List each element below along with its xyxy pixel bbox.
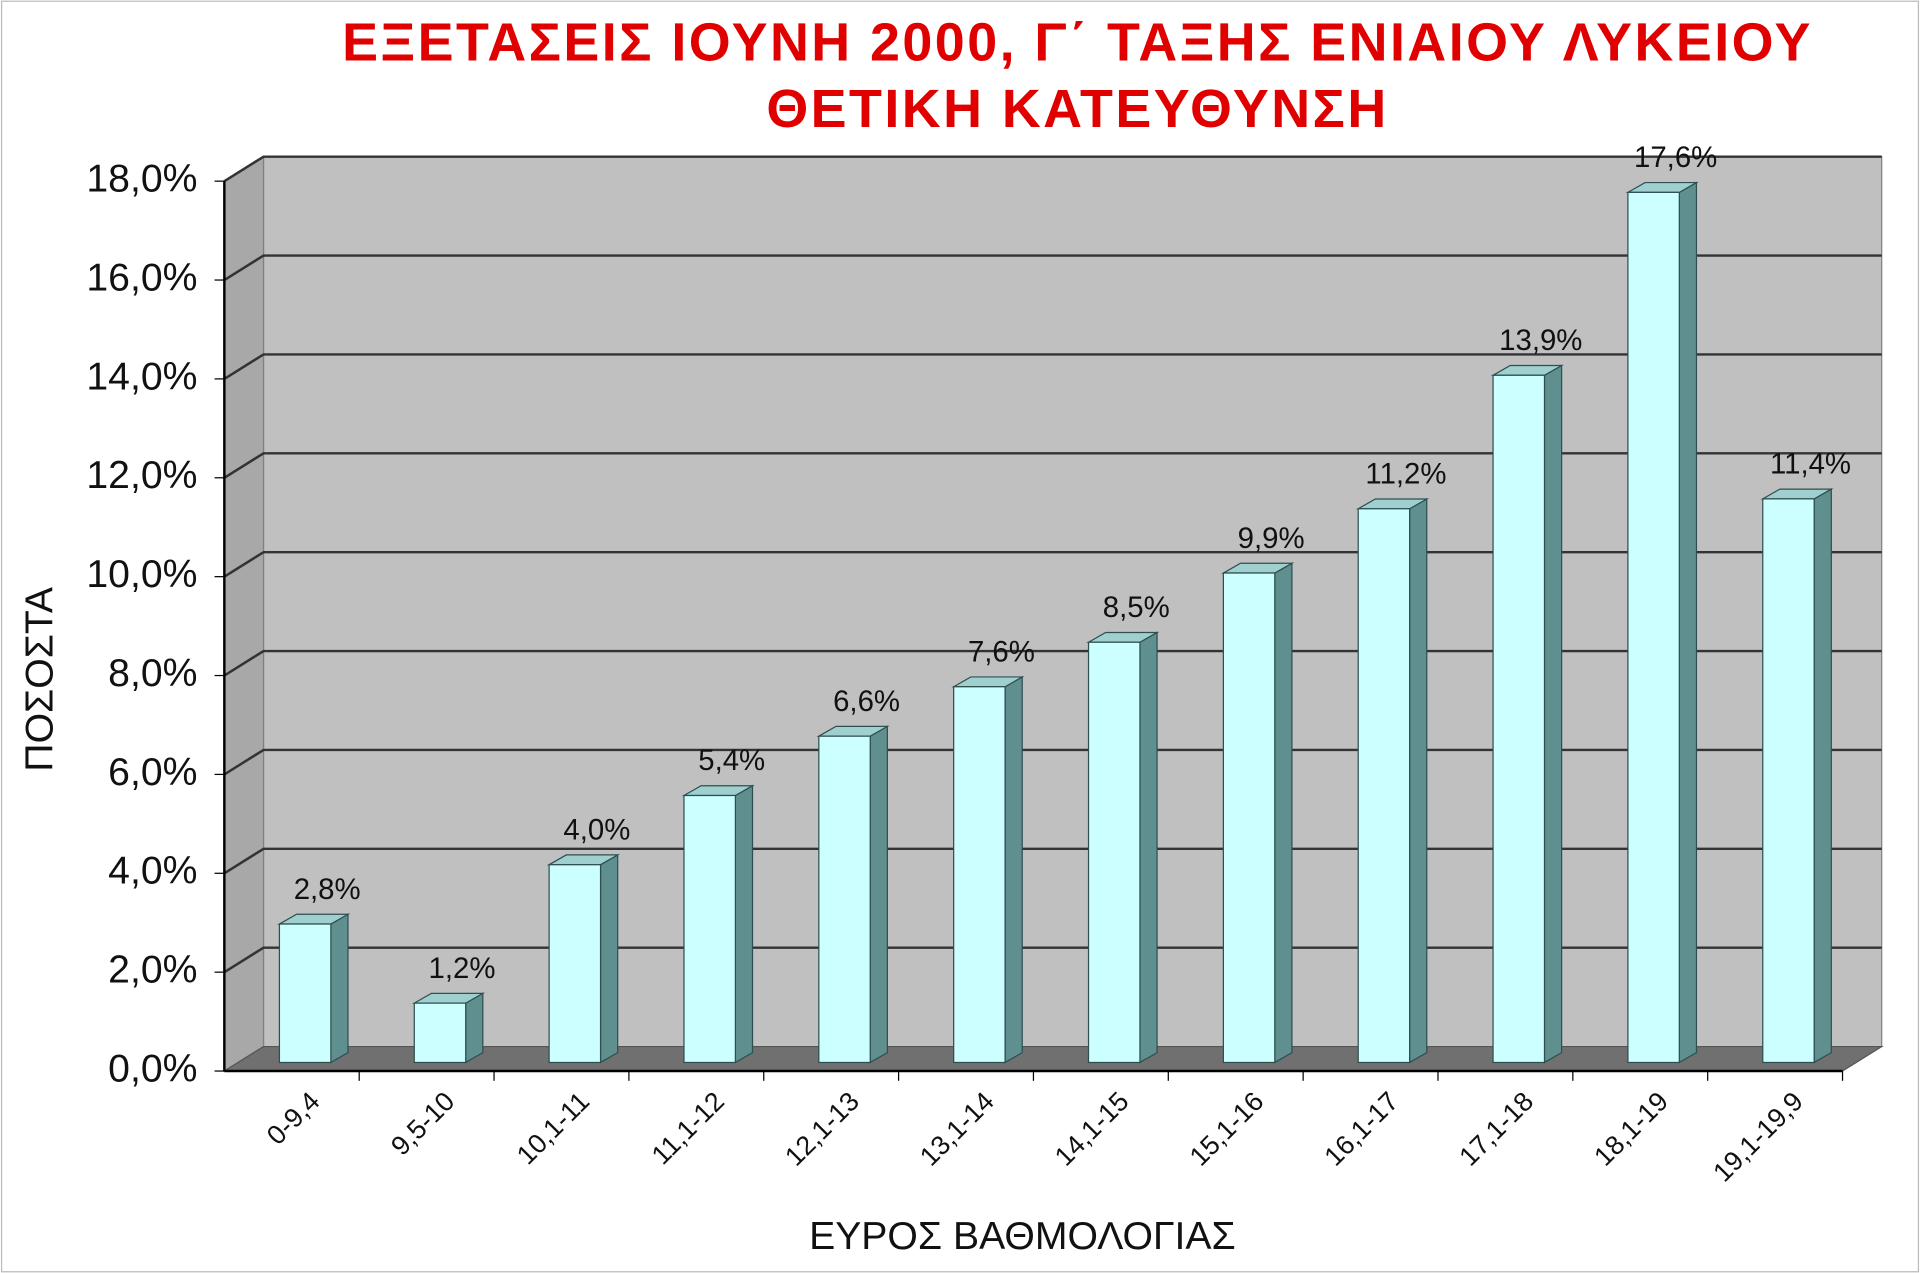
bar-side xyxy=(1004,675,1023,1064)
value-label: 1,2% xyxy=(429,952,496,985)
bar-side xyxy=(869,725,888,1064)
y-tick-label: 10,0% xyxy=(86,553,197,596)
grid-line xyxy=(223,847,1882,875)
value-label: 8,5% xyxy=(1103,591,1170,624)
value-label: 13,9% xyxy=(1499,324,1582,357)
bar-side xyxy=(734,784,754,1064)
y-tick-label: 16,0% xyxy=(86,256,197,299)
grid-line xyxy=(223,649,1882,677)
grid-line xyxy=(223,353,1882,380)
grid-line xyxy=(223,550,1882,578)
value-label: 5,4% xyxy=(698,744,765,777)
bar-side xyxy=(599,853,619,1064)
bar-side xyxy=(1543,364,1563,1064)
grid-line xyxy=(223,748,1882,776)
bar xyxy=(1357,508,1411,1064)
grid-line xyxy=(223,946,1882,974)
bar xyxy=(1492,374,1546,1064)
bar-side xyxy=(1409,497,1428,1064)
y-tick-label: 18,0% xyxy=(86,158,197,201)
bar-side xyxy=(1813,488,1832,1064)
bar xyxy=(1627,191,1680,1064)
value-label: 7,6% xyxy=(968,635,1035,668)
chart-subtitle: ΘΕΤΙΚΗ ΚΑΤΕΥΘΥΝΣΗ xyxy=(766,79,1388,139)
bar xyxy=(683,794,737,1064)
bar xyxy=(413,1002,467,1064)
x-axis-title: ΕΥΡΟΣ ΒΑΘΜΟΛΟΓΙΑΣ xyxy=(809,1215,1236,1258)
bar-side xyxy=(330,913,349,1064)
value-label: 9,9% xyxy=(1238,522,1305,555)
bar-side xyxy=(1274,562,1293,1064)
bar-side xyxy=(465,992,484,1064)
chart-title: ΕΞΕΤΑΣΕΙΣ ΙΟΥΝΗ 2000, Γ΄ ΤΑΞΗΣ ΕΝΙΑΙΟΥ Λ… xyxy=(342,13,1813,73)
value-label: 2,8% xyxy=(294,873,361,906)
grid-line xyxy=(223,452,1882,479)
value-label: 6,6% xyxy=(833,685,900,718)
bar xyxy=(548,864,602,1064)
bar xyxy=(818,735,871,1064)
y-tick-label: 2,0% xyxy=(108,949,197,992)
value-label: 4,0% xyxy=(563,813,630,846)
value-label: 11,2% xyxy=(1365,457,1446,490)
grid-line xyxy=(223,254,1882,282)
bar-side xyxy=(1678,181,1698,1064)
y-tick-label: 12,0% xyxy=(86,454,197,497)
y-tick-label: 14,0% xyxy=(86,355,197,398)
value-label: 17,6% xyxy=(1634,141,1717,174)
grid-line xyxy=(223,155,1882,183)
bar xyxy=(1762,498,1815,1064)
bar xyxy=(1087,641,1141,1064)
y-tick-label: 6,0% xyxy=(108,751,197,794)
side-wall xyxy=(223,155,265,1073)
bar xyxy=(953,686,1006,1064)
bar xyxy=(278,923,332,1064)
bar xyxy=(1222,572,1276,1064)
y-tick-label: 4,0% xyxy=(108,850,197,893)
y-tick-label: 8,0% xyxy=(108,652,197,695)
y-axis-title: ΠΟΣΟΣΤΑ xyxy=(18,586,61,772)
y-tick-label: 0,0% xyxy=(108,1047,197,1090)
bar-side xyxy=(1139,631,1158,1064)
value-label: 11,4% xyxy=(1770,448,1851,481)
